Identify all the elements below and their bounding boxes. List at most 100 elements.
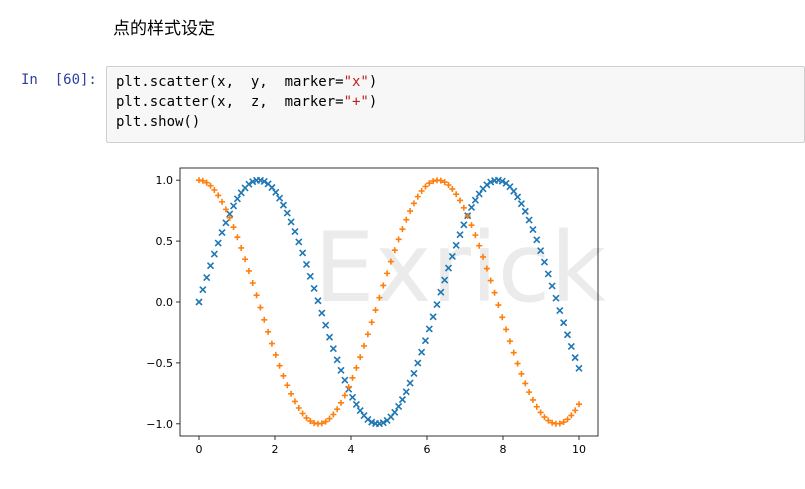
x-marker — [279, 201, 288, 209]
plus-marker — [499, 314, 506, 321]
plus-marker — [238, 244, 245, 251]
series-2 — [196, 177, 582, 427]
plus-marker — [422, 183, 429, 190]
y-tick-label: 0.0 — [156, 296, 174, 309]
x-marker — [575, 364, 583, 372]
x-marker — [295, 238, 303, 246]
plus-marker — [437, 177, 444, 184]
x-marker — [391, 408, 399, 416]
x-marker — [571, 354, 579, 362]
x-tick-label: 8 — [500, 443, 507, 456]
plus-marker — [449, 186, 456, 193]
x-marker — [337, 366, 345, 374]
plus-marker — [430, 178, 437, 185]
plus-marker — [357, 354, 364, 361]
x-marker — [437, 288, 445, 296]
plus-marker — [487, 277, 494, 284]
x-marker — [414, 359, 422, 367]
x-marker — [195, 298, 203, 306]
x-marker — [510, 187, 518, 195]
markdown-heading: 点的样式设定 — [113, 19, 215, 39]
x-marker — [514, 193, 522, 201]
plus-marker — [334, 406, 341, 413]
x-marker — [210, 250, 218, 258]
x-marker — [540, 258, 549, 266]
axis-ticks: 0 2 4 6 8 10 1.0 0.5 0.0 −0.5 −1.0 — [146, 174, 586, 456]
x-marker — [537, 247, 545, 255]
plus-marker — [341, 392, 348, 399]
code-editor[interactable]: plt.scatter(x, y, marker="x") plt.scatte… — [116, 72, 377, 132]
plot-frame — [179, 167, 599, 437]
plus-marker — [445, 182, 452, 189]
plus-marker — [403, 216, 410, 223]
plus-marker — [280, 372, 287, 379]
x-marker — [233, 195, 241, 203]
plus-marker — [257, 304, 264, 311]
plus-marker — [330, 411, 337, 418]
x-marker — [333, 356, 341, 364]
plus-marker — [537, 409, 544, 416]
plus-marker — [326, 415, 333, 422]
x-marker — [368, 418, 376, 426]
x-marker — [229, 202, 238, 210]
x-tick-label: 2 — [272, 443, 279, 456]
x-marker — [272, 188, 280, 196]
plus-marker — [207, 182, 214, 189]
plus-marker — [322, 418, 329, 425]
x-marker — [425, 325, 433, 333]
x-marker — [214, 239, 222, 247]
plus-marker — [556, 420, 563, 427]
x-marker — [291, 228, 299, 236]
plus-marker — [268, 340, 275, 347]
plus-marker — [464, 213, 471, 220]
x-marker — [199, 286, 207, 294]
plot-marks — [195, 176, 583, 428]
plus-marker — [399, 226, 406, 233]
x-marker — [556, 306, 564, 315]
y-tick-label: 0.5 — [156, 235, 174, 248]
series-1 — [195, 176, 583, 428]
x-marker — [452, 241, 460, 249]
x-marker — [249, 178, 257, 186]
plus-marker — [545, 417, 552, 424]
x-marker — [329, 345, 337, 353]
x-marker — [441, 276, 449, 284]
plus-marker — [364, 331, 371, 338]
x-marker — [471, 196, 479, 204]
x-marker — [379, 419, 387, 427]
plus-marker — [568, 412, 575, 419]
plus-marker — [215, 192, 222, 199]
plus-marker — [303, 414, 310, 421]
x-marker — [306, 272, 314, 280]
plus-marker — [407, 208, 414, 215]
x-marker — [276, 194, 284, 202]
plus-marker — [410, 200, 417, 207]
plus-marker — [345, 384, 352, 391]
plus-marker — [495, 302, 502, 309]
x-marker — [525, 216, 533, 224]
input-prompt: In [60]: — [21, 72, 97, 88]
plus-marker — [480, 253, 487, 260]
x-marker — [456, 231, 464, 239]
plus-marker — [384, 270, 391, 277]
plus-marker — [222, 206, 229, 213]
plus-marker — [491, 289, 498, 296]
plus-marker — [426, 180, 433, 187]
plus-marker — [560, 419, 567, 426]
code-input-area[interactable]: plt.scatter(x, y, marker="x") plt.scatte… — [106, 66, 805, 143]
x-marker — [517, 200, 525, 208]
plus-marker — [418, 187, 425, 194]
plus-marker — [261, 316, 268, 323]
x-marker — [444, 264, 453, 272]
x-tick-label: 10 — [572, 443, 586, 456]
x-marker — [318, 309, 326, 317]
x-marker — [222, 219, 230, 227]
plus-marker — [503, 326, 510, 333]
plus-marker — [203, 179, 210, 186]
x-marker — [325, 333, 334, 341]
x-marker — [410, 369, 418, 378]
plus-marker — [510, 349, 517, 356]
plus-marker — [253, 292, 260, 299]
plus-marker — [506, 338, 513, 345]
x-marker — [203, 273, 211, 282]
